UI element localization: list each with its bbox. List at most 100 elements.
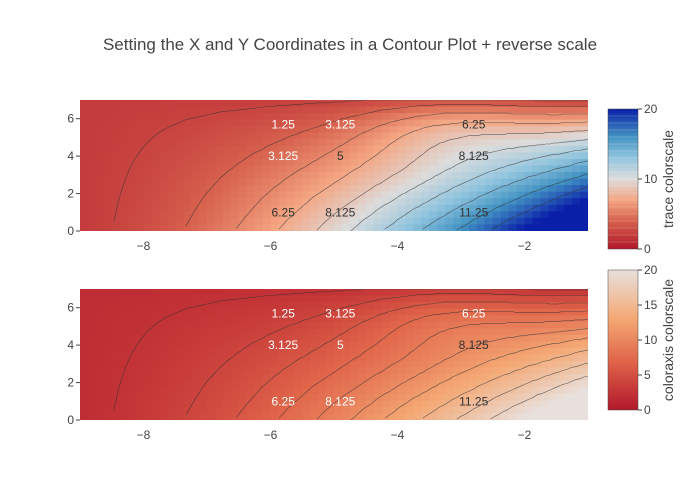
heat-cell: [119, 106, 129, 114]
heat-cell: [524, 185, 534, 193]
heat-cell: [111, 132, 121, 140]
heat-cell: [453, 185, 462, 193]
heat-cell: [334, 367, 343, 375]
heat-cell: [381, 139, 391, 147]
heat-cell: [286, 119, 295, 127]
heat-cell: [413, 100, 422, 108]
heat-cell: [207, 347, 216, 356]
heat-cell: [302, 211, 311, 219]
heat-cell: [214, 393, 224, 401]
heat-cell: [230, 380, 240, 388]
heat-cell: [111, 145, 121, 153]
heat-cell: [437, 400, 446, 408]
heat-cell: [238, 126, 248, 134]
heat-cell: [238, 211, 248, 219]
y-tick-label: 4: [67, 338, 74, 352]
heat-cell: [373, 361, 383, 369]
heat-cell: [270, 361, 280, 369]
heat-cell: [87, 172, 97, 180]
heat-cell: [373, 406, 383, 415]
heat-cell: [405, 204, 414, 212]
heat-cell: [270, 198, 280, 206]
heat-cell: [246, 334, 256, 342]
heat-cell: [500, 308, 510, 316]
heat-cell: [508, 406, 518, 415]
heat-cell: [334, 217, 343, 226]
heat-cell: [429, 139, 438, 147]
heat-cell: [508, 413, 518, 420]
heat-cell: [119, 158, 129, 167]
heat-cell: [500, 361, 510, 369]
heat-cell: [294, 178, 303, 186]
heat-cell: [516, 354, 526, 362]
heat-cell: [127, 374, 137, 382]
heat-cell: [564, 367, 573, 375]
heat-cell: [389, 165, 399, 173]
heat-cell: [556, 172, 565, 180]
heat-cell: [556, 224, 565, 231]
heat-cell: [87, 413, 97, 420]
heat-cell: [286, 380, 295, 388]
heat-cell: [278, 413, 287, 420]
heat-cell: [294, 191, 303, 199]
heat-cell: [365, 374, 375, 382]
heat-cell: [484, 119, 494, 127]
heat-cell: [199, 302, 208, 310]
heat-cell: [381, 295, 391, 303]
heat-cell: [405, 185, 414, 193]
heat-cell: [270, 380, 280, 388]
heat-cell: [508, 387, 518, 395]
heat-cell: [286, 211, 295, 219]
heat-cell: [199, 328, 208, 336]
heat-cell: [461, 295, 470, 303]
heat-cell: [222, 308, 232, 316]
heat-cell: [127, 380, 137, 388]
heat-cell: [516, 347, 526, 356]
heat-cell: [564, 354, 573, 362]
heat-cell: [135, 302, 145, 310]
heat-cell: [524, 374, 534, 382]
heat-cell: [492, 393, 502, 401]
heat-cell: [341, 334, 351, 342]
heat-cell: [199, 158, 208, 167]
heat-cell: [421, 100, 430, 108]
heat-cell: [437, 334, 446, 342]
heat-cell: [87, 354, 97, 362]
heat-cell: [278, 315, 287, 323]
heat-cell: [508, 289, 518, 297]
heat-cell: [246, 302, 256, 310]
heat-cell: [254, 191, 264, 199]
heat-cell: [334, 302, 343, 310]
heat-cell: [143, 165, 153, 173]
heat-cell: [183, 367, 192, 375]
heat-cell: [294, 400, 303, 408]
heat-cell: [500, 341, 510, 349]
heat-cell: [548, 393, 557, 401]
heat-cell: [500, 393, 510, 401]
heat-cell: [572, 119, 581, 127]
heat-cell: [445, 413, 454, 420]
heat-cell: [381, 406, 391, 415]
heat-cell: [341, 106, 351, 114]
heat-cell: [468, 132, 478, 140]
heat-cell: [373, 308, 383, 316]
heat-cell: [302, 113, 311, 121]
heat-cell: [254, 165, 264, 173]
heat-cell: [214, 158, 224, 167]
heat-cell: [191, 165, 200, 173]
heat-cell: [516, 132, 526, 140]
heat-cell: [278, 367, 287, 375]
heat-cell: [405, 361, 414, 369]
heat-cell: [405, 139, 414, 147]
heat-cell: [564, 400, 573, 408]
heat-cell: [334, 380, 343, 388]
heat-cell: [413, 217, 422, 226]
heat-cell: [191, 172, 200, 180]
heat-cell: [310, 224, 319, 231]
heat-cell: [87, 321, 97, 329]
heat-cell: [167, 413, 176, 420]
heat-cell: [476, 295, 486, 303]
x-tick-label: −8: [137, 239, 151, 253]
heat-cell: [341, 185, 351, 193]
